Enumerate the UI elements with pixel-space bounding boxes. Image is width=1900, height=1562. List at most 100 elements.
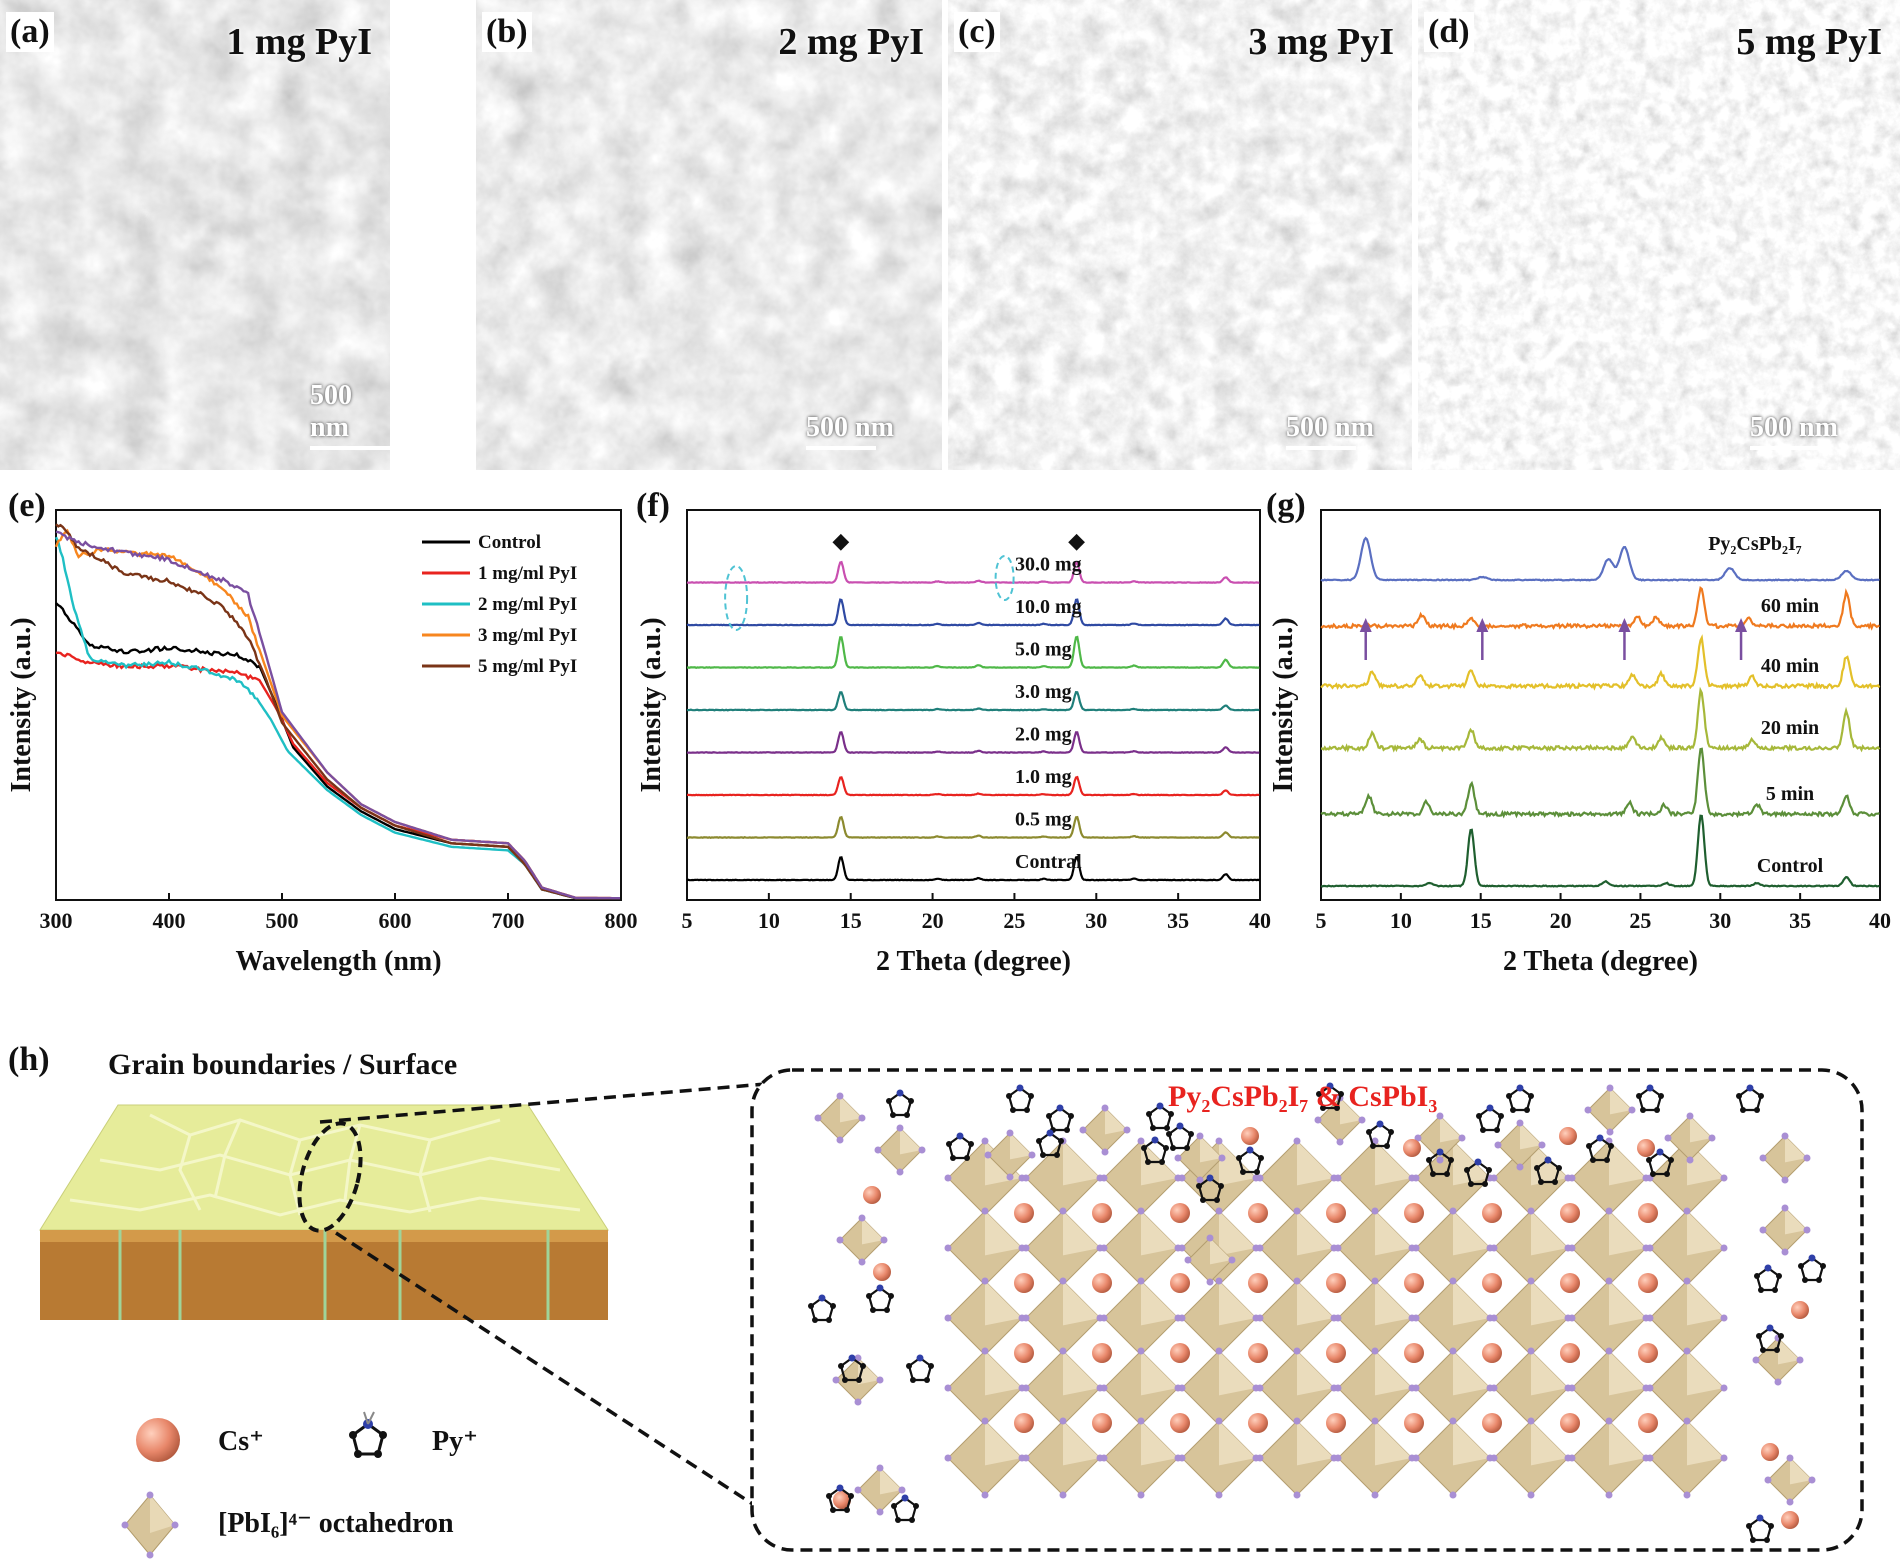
series-line	[1320, 747, 1880, 819]
c-atom	[1776, 1273, 1782, 1279]
cs-ion	[1404, 1413, 1424, 1433]
series-label: 40 min	[1761, 655, 1819, 677]
c-atom	[891, 1503, 897, 1509]
py-molecule	[1366, 1120, 1394, 1149]
iodide-atom	[944, 1384, 952, 1392]
octahedron-face	[1063, 1211, 1100, 1256]
iodide-atom	[1336, 1138, 1344, 1146]
series-line	[686, 855, 1260, 882]
surface-octahedron	[836, 1214, 888, 1266]
c-atom	[950, 1155, 956, 1161]
phase-marker: ◆	[832, 528, 849, 553]
n-atom	[1808, 1254, 1816, 1262]
iodide-atom	[1100, 1174, 1108, 1182]
annotations: ◆ ◆	[724, 528, 1085, 631]
octahedron	[1256, 1417, 1338, 1499]
py-molecule	[1756, 1324, 1784, 1353]
panel-label-g: (g)	[1266, 487, 1306, 524]
series-label: 3.0 mg	[1015, 681, 1072, 703]
tick-label: 15	[840, 908, 862, 933]
octahedron	[1022, 1347, 1104, 1429]
iodide-atom	[1568, 1314, 1576, 1322]
iodide-atom	[836, 1236, 844, 1244]
c-atom	[1146, 1111, 1152, 1117]
iodide-atom	[981, 1137, 989, 1145]
iodide-atom	[1606, 1084, 1614, 1092]
iodide-atom	[1568, 1454, 1576, 1462]
iodide-atom	[981, 1417, 989, 1425]
iodide-atom	[1449, 1417, 1457, 1425]
c-atom	[1370, 1143, 1376, 1149]
c-atom	[1764, 1537, 1770, 1543]
octahedron-face	[900, 1128, 922, 1155]
cs-ion	[1560, 1203, 1580, 1223]
surface-octahedron	[874, 1124, 926, 1176]
phase-marker: ◆	[1068, 528, 1085, 553]
octahedron-face	[985, 1421, 1022, 1466]
iodide-atom	[944, 1244, 952, 1252]
iodide-atom	[1516, 1119, 1524, 1127]
octahedron-face	[1687, 1351, 1724, 1396]
c-atom	[928, 1363, 934, 1369]
cs-ion	[1170, 1273, 1190, 1293]
octahedron	[1178, 1417, 1260, 1499]
octahedron-face	[1453, 1211, 1490, 1256]
cs-ion	[1092, 1413, 1112, 1433]
sem-texture	[1418, 0, 1900, 470]
c-atom	[1254, 1169, 1260, 1175]
iodide-atom	[1412, 1454, 1420, 1462]
py-molecule	[1506, 1084, 1534, 1113]
c-atom	[1196, 1183, 1202, 1189]
c-atom	[884, 1307, 890, 1313]
iodide-atom	[1371, 1347, 1379, 1355]
tick-label: 30	[1709, 908, 1731, 933]
octahedron-face	[1010, 1133, 1032, 1160]
legend-label: 3 mg/ml PyI	[478, 625, 577, 646]
c-atom	[1774, 1347, 1780, 1353]
iodide-atom	[1683, 1491, 1691, 1499]
iodide-atom	[1215, 1347, 1223, 1355]
iodide-atom	[1100, 1244, 1108, 1252]
tick-label: 25	[1003, 908, 1025, 933]
c-atom	[1240, 1169, 1246, 1175]
tick-label: 5	[682, 908, 693, 933]
iodide-atom	[1686, 1156, 1694, 1164]
cs-ion	[863, 1186, 881, 1204]
iodide-atom	[876, 1464, 884, 1472]
iodide-atom	[981, 1347, 989, 1355]
c-atom	[1754, 1273, 1760, 1279]
iodide-atom	[1808, 1476, 1816, 1484]
scale-bar	[310, 446, 390, 450]
c-atom	[844, 1507, 850, 1513]
iodide-atom	[1538, 1141, 1546, 1149]
iodide-atom	[1664, 1134, 1672, 1142]
octahedron	[1256, 1137, 1338, 1219]
c-atom	[1524, 1107, 1530, 1113]
c-atom	[1258, 1155, 1264, 1161]
iodide-atom	[1605, 1207, 1613, 1215]
tick-label: 30	[1085, 908, 1107, 933]
series-line	[54, 528, 621, 900]
tick-label: 25	[1629, 908, 1651, 933]
n-atom	[1056, 1104, 1064, 1112]
sem-texture	[948, 0, 1412, 470]
octahedron-face	[1687, 1281, 1724, 1326]
legend-label: 2 mg/ml PyI	[478, 594, 577, 615]
cs-ion	[1404, 1203, 1424, 1223]
x-axis-label: 2 Theta (degree)	[1503, 946, 1698, 977]
iodide-atom	[1605, 1491, 1613, 1499]
plot-frame	[1320, 509, 1881, 901]
c-atom	[1750, 1537, 1756, 1543]
py-molecule	[906, 1354, 934, 1383]
series-line	[1320, 634, 1881, 691]
surface-octahedron	[984, 1129, 1036, 1181]
octahedron-face	[880, 1468, 902, 1495]
c-atom	[1366, 1129, 1372, 1135]
iodide-atom	[1293, 1137, 1301, 1145]
iodide-atom	[836, 1136, 844, 1144]
iodide-atom	[1568, 1244, 1576, 1252]
iodide-atom	[1137, 1491, 1145, 1499]
iodide-atom	[1720, 1244, 1728, 1252]
py-molecule	[1636, 1084, 1664, 1113]
iodide-atom	[1628, 1106, 1636, 1114]
